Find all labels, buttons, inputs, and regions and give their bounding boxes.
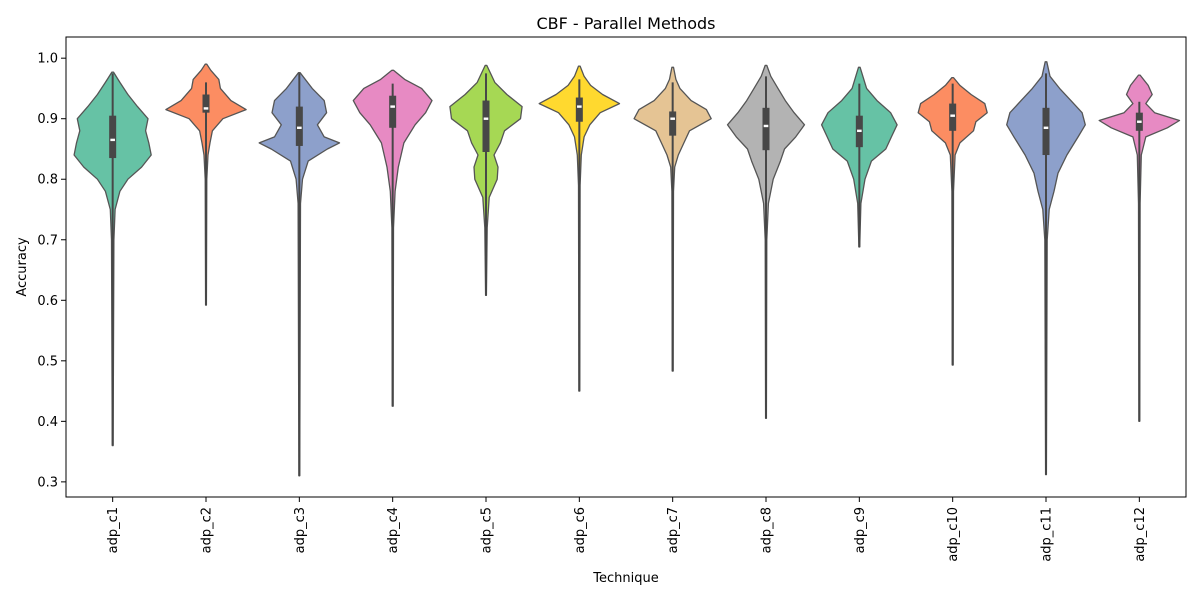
y-tick-label: 0.3 (37, 475, 58, 490)
x-tick-label: adp_c7 (666, 507, 681, 553)
median-marker-adp_c3 (297, 126, 302, 129)
median-marker-adp_c2 (203, 107, 209, 110)
median-marker-adp_c4 (390, 105, 395, 108)
boxes-layer (109, 73, 1143, 476)
x-tick-label: adp_c4 (386, 507, 401, 553)
median-marker-adp_c1 (110, 138, 115, 142)
iqr-box-adp_c4 (389, 95, 397, 128)
x-axis-title: Technique (592, 571, 658, 586)
iqr-box-adp_c6 (575, 97, 583, 122)
iqr-box-adp_c5 (482, 100, 490, 152)
x-axis: adp_c1 adp_c2 adp_c3 adp_c4 adp_c5 adp_c6 adp_… (106, 497, 1148, 562)
x-tick-label: adp_c1 (106, 507, 121, 553)
iqr-box-adp_c11 (1042, 107, 1050, 156)
violins-layer (73, 61, 1181, 477)
iqr-box-adp_c2 (202, 94, 210, 113)
y-tick-label: 0.6 (37, 294, 58, 309)
x-tick-label: adp_c10 (946, 507, 961, 562)
x-tick-label: adp_c2 (200, 507, 215, 553)
median-marker-adp_c8 (763, 124, 769, 128)
median-marker-adp_c9 (857, 129, 862, 133)
median-marker-adp_c11 (1043, 126, 1049, 129)
median-marker-adp_c12 (1137, 120, 1142, 123)
x-tick-label: adp_c5 (480, 507, 495, 553)
iqr-box-adp_c10 (949, 103, 957, 131)
plot-frame (65, 36, 1187, 498)
y-axis-title: Accuracy (15, 237, 30, 297)
x-tick-label: adp_c11 (1040, 507, 1055, 562)
x-tick-label: adp_c3 (293, 507, 308, 553)
iqr-box-adp_c3 (295, 106, 303, 146)
iqr-box-adp_c1 (109, 115, 117, 159)
iqr-box-adp_c7 (669, 111, 677, 136)
median-marker-adp_c5 (483, 117, 489, 120)
x-tick-label: adp_c8 (760, 507, 775, 553)
median-marker-adp_c6 (577, 105, 582, 108)
iqr-box-adp_c8 (762, 107, 770, 151)
chart-title: CBF - Parallel Methods (536, 14, 715, 33)
y-tick-label: 0.9 (37, 112, 58, 127)
y-tick-label: 0.5 (37, 354, 58, 369)
x-tick-label: adp_c12 (1133, 507, 1148, 562)
median-marker-adp_c10 (950, 114, 955, 117)
y-axis: 0.3 0.4 0.5 0.6 0.7 0.8 0.9 1.0 (37, 52, 66, 490)
x-tick-label: adp_c6 (573, 507, 588, 553)
y-tick-label: 0.4 (37, 415, 58, 430)
x-tick-label: adp_c9 (853, 507, 868, 553)
y-tick-label: 0.7 (37, 233, 58, 248)
y-tick-label: 0.8 (37, 173, 58, 188)
median-marker-adp_c7 (670, 117, 675, 120)
y-tick-label: 1.0 (37, 52, 58, 67)
